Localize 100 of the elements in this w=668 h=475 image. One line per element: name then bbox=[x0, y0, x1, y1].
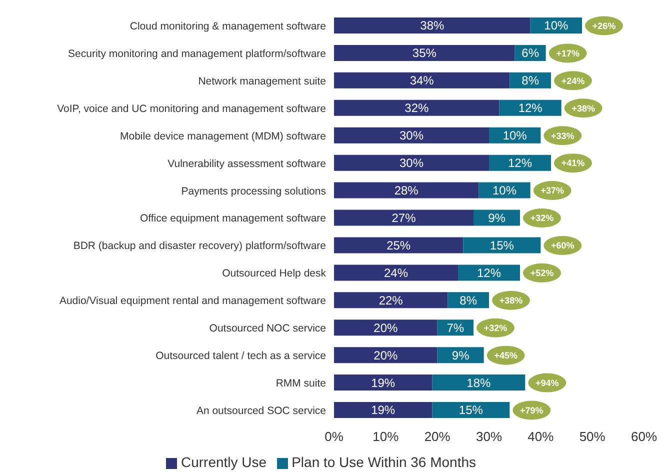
data-label: 15% bbox=[458, 403, 484, 418]
data-label: 22% bbox=[378, 293, 404, 308]
data-label: 10% bbox=[502, 128, 528, 143]
data-label: 24% bbox=[384, 266, 408, 280]
data-label: 27% bbox=[392, 210, 416, 225]
data-label: 20% bbox=[374, 320, 398, 335]
x-tick-label: 20% bbox=[424, 429, 451, 444]
pill-label: +94% bbox=[528, 373, 566, 392]
pill-label: +33% bbox=[544, 126, 582, 146]
bar bbox=[334, 100, 500, 116]
data-label: 25% bbox=[386, 238, 411, 252]
data-label: 28% bbox=[394, 183, 419, 198]
data-label: 6% bbox=[522, 46, 540, 60]
bar bbox=[334, 292, 448, 308]
data-label: 8% bbox=[460, 293, 478, 308]
bar bbox=[489, 154, 551, 171]
annotation: +33% bbox=[551, 130, 574, 141]
pill-label: +41% bbox=[554, 154, 592, 173]
data-label: 19% bbox=[371, 376, 396, 390]
pill-label: +79% bbox=[512, 400, 551, 420]
data-label: 8% bbox=[522, 74, 540, 88]
bar bbox=[334, 320, 438, 336]
pill-label: +45% bbox=[486, 346, 525, 365]
data-label: 15% bbox=[490, 238, 514, 252]
x-tick-label: 0% bbox=[324, 429, 344, 444]
y-tick-label: Audio/Visual equipment rental and management software bbox=[59, 295, 326, 308]
bar bbox=[334, 17, 530, 34]
data-label: 10% bbox=[492, 183, 517, 198]
bar bbox=[334, 182, 479, 198]
bar bbox=[334, 402, 432, 418]
annotation: +52% bbox=[530, 268, 554, 278]
annotation: +79% bbox=[520, 405, 544, 416]
annotation: +38% bbox=[499, 296, 523, 306]
y-tick-label: Outsourced NOC service bbox=[209, 322, 326, 335]
bar bbox=[432, 374, 526, 391]
y-tick-label: BDR (backup and disaster recovery) platform/software bbox=[73, 240, 326, 252]
x-tick-label: 30% bbox=[476, 429, 502, 444]
data-label: 38% bbox=[420, 18, 444, 33]
data-label: 30% bbox=[399, 128, 424, 143]
annotation: +60% bbox=[551, 240, 574, 251]
pill-label: +26% bbox=[585, 16, 623, 36]
annotation: +17% bbox=[556, 48, 580, 58]
data-label: 12% bbox=[476, 266, 502, 280]
pill-label: +38% bbox=[564, 98, 602, 118]
bar bbox=[334, 44, 515, 61]
pill-label: +24% bbox=[554, 71, 592, 90]
y-tick-label: Vulnerability assessment software bbox=[168, 158, 326, 170]
data-label: 35% bbox=[412, 46, 437, 60]
data-label: 34% bbox=[410, 74, 434, 88]
data-label: 19% bbox=[371, 403, 396, 418]
legend-label: Currently Use bbox=[180, 454, 267, 470]
bar bbox=[458, 264, 520, 281]
pill-label: +52% bbox=[523, 263, 561, 282]
annotation: +94% bbox=[536, 378, 559, 388]
y-tick-label: Security monitoring and management platform/software bbox=[68, 48, 326, 60]
y-tick-label: RMM suite bbox=[276, 378, 326, 390]
legend-label: Plan to Use Within 36 Months bbox=[292, 454, 476, 470]
y-tick-label: Mobile device management (MDM) software bbox=[120, 130, 326, 142]
data-label: 30% bbox=[399, 156, 424, 170]
pill-label: +32% bbox=[523, 208, 561, 228]
pill-label: +60% bbox=[544, 236, 582, 255]
x-tick-label: 50% bbox=[579, 429, 606, 444]
data-label: 10% bbox=[544, 18, 568, 33]
bar bbox=[334, 210, 474, 226]
annotation: +38% bbox=[572, 103, 595, 114]
y-tick-label: Office equipment management software bbox=[140, 212, 326, 225]
data-label: 7% bbox=[446, 320, 464, 335]
bar bbox=[499, 100, 562, 116]
data-label: 9% bbox=[488, 210, 506, 225]
annotation: +41% bbox=[561, 158, 585, 168]
bar bbox=[334, 127, 489, 144]
y-tick-label: Payments processing solutions bbox=[181, 185, 326, 198]
pill-label: +37% bbox=[533, 181, 572, 200]
y-tick-label: Outsourced talent / tech as a service bbox=[156, 350, 326, 362]
data-label: 12% bbox=[518, 101, 543, 116]
data-label: 20% bbox=[374, 348, 398, 362]
bar bbox=[432, 402, 510, 418]
bar bbox=[334, 72, 510, 88]
data-label: 12% bbox=[508, 156, 532, 170]
bar bbox=[334, 374, 432, 391]
y-tick-label: Cloud monitoring & management software bbox=[130, 20, 326, 32]
bar bbox=[334, 264, 458, 281]
data-label: 32% bbox=[404, 101, 429, 116]
annotation: +26% bbox=[592, 20, 616, 31]
annotation: +32% bbox=[484, 323, 508, 334]
y-tick-label: Outsourced Help desk bbox=[222, 268, 327, 280]
annotation: +32% bbox=[530, 213, 554, 224]
data-label: 18% bbox=[466, 376, 491, 390]
y-tick-label: An outsourced SOC service bbox=[196, 404, 326, 417]
pill-label: +17% bbox=[548, 44, 587, 63]
annotation: +24% bbox=[561, 76, 585, 86]
bar bbox=[334, 154, 489, 171]
bar bbox=[334, 347, 438, 364]
annotation: +37% bbox=[540, 186, 564, 196]
pill-label: +38% bbox=[492, 290, 530, 310]
x-tick-label: 60% bbox=[630, 429, 658, 444]
x-tick-label: 40% bbox=[528, 429, 554, 444]
y-tick-label: Network management suite bbox=[198, 75, 326, 88]
annotation: +45% bbox=[494, 350, 518, 360]
bar bbox=[334, 237, 464, 254]
